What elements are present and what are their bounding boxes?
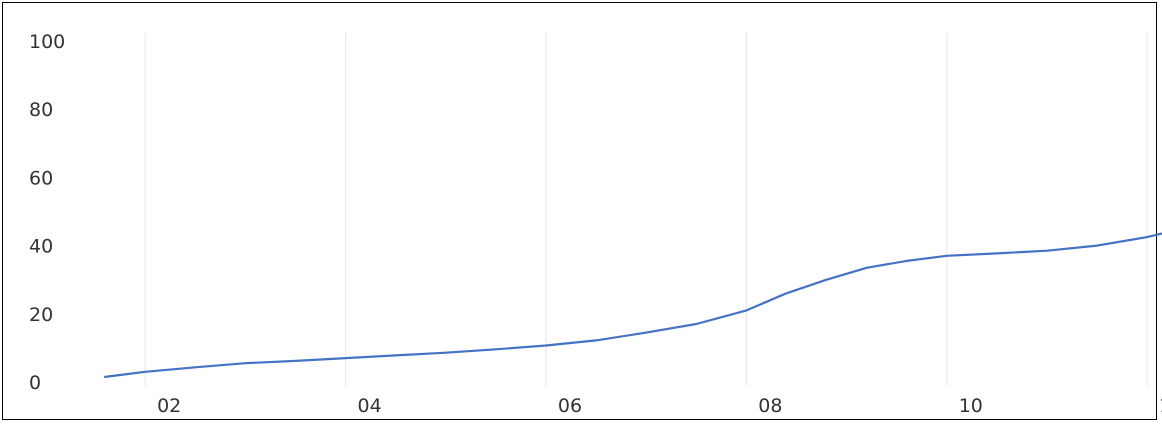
plot-area [103, 232, 1162, 378]
series-line-0 [103, 232, 1162, 378]
x-tick-label: 04 [358, 395, 382, 417]
y-tick-label: 80 [29, 99, 53, 121]
y-axis-ticks: 0 20 40 60 80 100 [29, 31, 65, 394]
y-tick-label: 100 [29, 31, 65, 53]
y-tick-label: 40 [29, 236, 53, 258]
x-axis-ticks: 02040608101214161820 [157, 395, 1162, 417]
x-tick-label: 12 [1159, 395, 1162, 417]
y-tick-label: 0 [29, 372, 41, 394]
x-tick-label: 02 [157, 395, 181, 417]
chart-frame [2, 2, 1157, 420]
x-tick-label: 08 [758, 395, 782, 417]
gridlines [144, 33, 1148, 386]
x-tick-label: 06 [558, 395, 582, 417]
y-tick-label: 20 [29, 304, 53, 326]
x-tick-label: 10 [959, 395, 983, 417]
y-tick-label: 60 [29, 167, 53, 189]
